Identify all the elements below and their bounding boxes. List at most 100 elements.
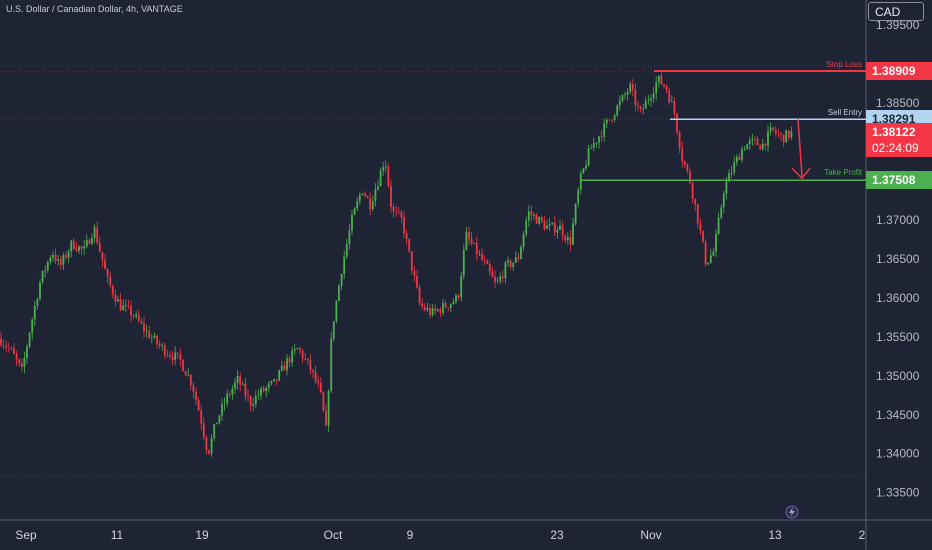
candle-body: [88, 240, 91, 244]
candle-body: [252, 404, 255, 406]
x-tick-label: 13: [768, 528, 782, 542]
candle-body: [772, 127, 775, 130]
candle-body: [665, 86, 668, 91]
candle-body: [787, 130, 790, 138]
candle-body: [267, 383, 270, 388]
candle-body: [364, 193, 366, 197]
y-tick-label: 1.38500: [876, 96, 920, 110]
candle-body: [790, 130, 793, 138]
candle-body: [408, 238, 411, 252]
x-tick-label: Sep: [15, 528, 37, 542]
y-tick-label: 1.33500: [876, 486, 920, 500]
candle-body: [761, 143, 764, 150]
candle-body: [504, 262, 507, 279]
candle-body: [405, 233, 408, 239]
candle-body: [0, 338, 2, 345]
candle-body: [455, 295, 457, 302]
candle-body: [93, 227, 96, 238]
candle-body: [546, 225, 548, 229]
candle-body: [371, 201, 374, 210]
candle-body: [535, 215, 538, 224]
candle-body: [150, 337, 153, 339]
candle-body: [23, 358, 26, 367]
candle-body: [163, 345, 166, 356]
candle-body: [709, 255, 712, 263]
candle-body: [382, 167, 385, 171]
candle-body: [351, 214, 353, 231]
take-profit-price-label: 1.37508: [866, 171, 932, 190]
candle-body: [743, 149, 746, 151]
candle-body: [117, 299, 119, 302]
candle-body: [621, 95, 624, 101]
candle-body: [696, 204, 699, 224]
candle-body: [306, 358, 309, 360]
candle-body: [28, 332, 31, 347]
candle-body: [460, 276, 463, 298]
candle-body: [725, 181, 728, 194]
stop-loss-price-label: 1.38909: [866, 62, 932, 81]
candle-body: [465, 232, 468, 250]
stop-loss-annotation: Stop Loss: [826, 60, 862, 69]
candle-body: [109, 276, 112, 286]
candle-body: [283, 365, 286, 371]
candle-body: [288, 358, 291, 363]
candle-body: [608, 119, 611, 121]
candle-body: [247, 395, 249, 397]
candle-body: [13, 348, 15, 355]
candle-body: [205, 437, 208, 451]
candle-body: [631, 84, 634, 90]
candle-body: [449, 303, 452, 308]
candle-body: [59, 259, 62, 265]
candle-body: [527, 211, 530, 221]
candle-body: [85, 240, 88, 247]
x-tick-label: Oct: [324, 528, 343, 542]
candle-body: [704, 241, 707, 265]
candle-body: [309, 359, 312, 370]
candle-body: [434, 308, 437, 311]
candle-body: [158, 344, 161, 346]
candle-body: [353, 208, 356, 215]
candle-body: [122, 305, 125, 311]
candle-body: [626, 92, 629, 95]
candle-body: [104, 260, 106, 270]
y-tick-label: 1.36000: [876, 291, 920, 305]
candle-body: [221, 403, 223, 416]
candle-body: [83, 246, 86, 249]
candle-body: [678, 132, 681, 149]
candle-body: [345, 244, 348, 257]
x-tick-label: 11: [111, 528, 124, 542]
candle-body: [452, 301, 455, 304]
candle-body: [691, 182, 694, 199]
candle-body: [624, 94, 626, 96]
candle-body: [65, 255, 67, 258]
candle-body: [335, 300, 338, 322]
candle-body: [273, 378, 275, 382]
candle-body: [569, 236, 572, 245]
candle-body: [501, 276, 504, 279]
candle-body: [592, 143, 595, 149]
candle-body: [478, 253, 481, 255]
candle-body: [210, 438, 213, 454]
candle-body: [312, 369, 314, 372]
lightning-glyph: [789, 507, 795, 517]
candle-body: [683, 161, 686, 166]
candle-body: [418, 287, 421, 304]
currency-selector[interactable]: CAD: [868, 2, 924, 21]
candle-body: [72, 240, 75, 250]
candle-body: [384, 166, 387, 168]
candle-body: [189, 375, 192, 386]
candle-body: [96, 227, 99, 243]
candle-body: [538, 217, 541, 224]
candle-body: [228, 393, 231, 395]
candle-body: [301, 350, 304, 359]
candle-body: [730, 172, 733, 174]
x-tick-label: Nov: [640, 528, 661, 542]
candle-body: [468, 232, 470, 239]
candle-body: [616, 105, 619, 116]
candle-body: [304, 358, 307, 360]
candle-body: [642, 109, 645, 110]
candle-body: [226, 393, 229, 404]
candle-body: [176, 352, 179, 354]
candle-body: [280, 365, 283, 371]
